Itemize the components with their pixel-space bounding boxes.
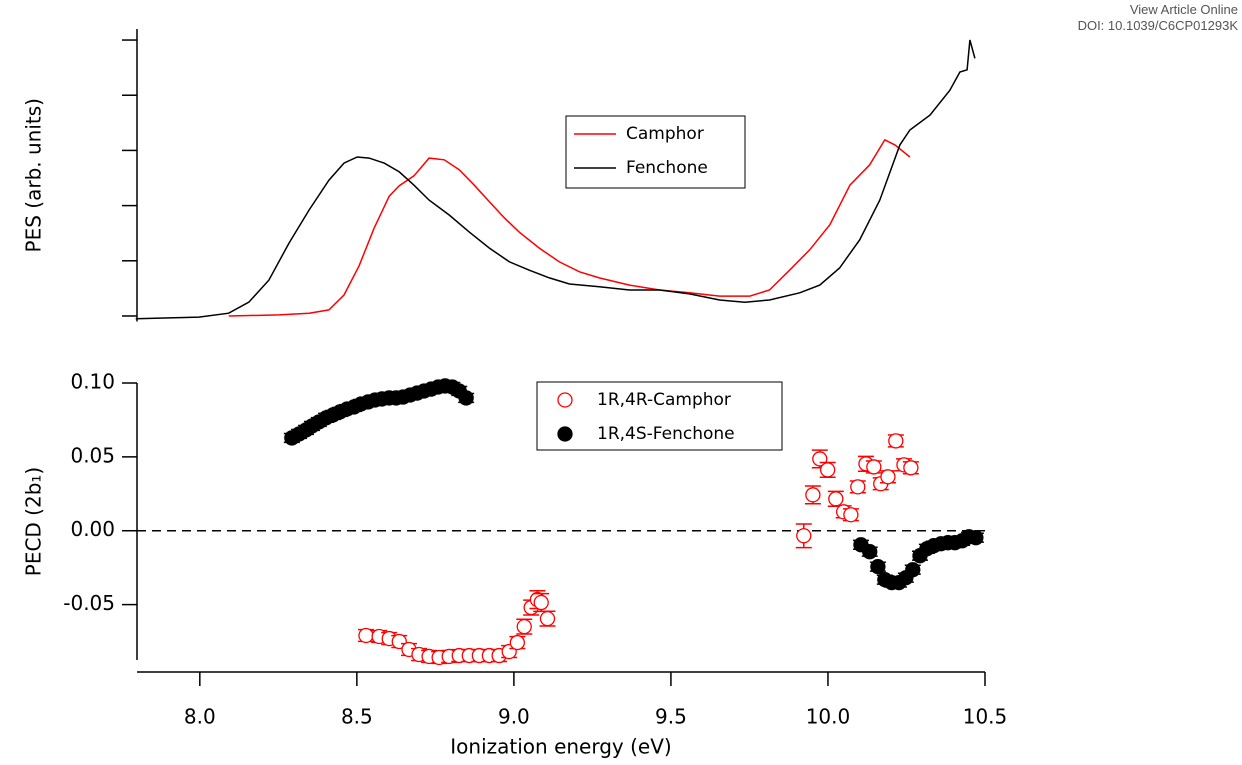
- data-point: [850, 479, 866, 495]
- data-point: [458, 390, 474, 406]
- x-tick-label: 8.5: [341, 705, 373, 729]
- x-axis-label: Ionization energy (eV): [450, 735, 671, 759]
- legend-label: 1R,4R-Camphor: [597, 390, 731, 410]
- data-point: [888, 433, 904, 449]
- data-point: [862, 544, 878, 560]
- data-point: [828, 491, 844, 507]
- data-point: [391, 633, 407, 650]
- data-point: [968, 530, 984, 546]
- legend-label: Camphor: [626, 124, 704, 144]
- y-tick-label: -0.05: [63, 591, 115, 615]
- data-point: [539, 610, 556, 627]
- data-point: [905, 562, 921, 578]
- x-tick-label: 10.5: [963, 705, 1008, 729]
- y-tick-label: 0.05: [70, 443, 115, 467]
- data-point: [358, 627, 374, 644]
- data-point: [819, 462, 836, 478]
- legend-label: 1R,4S-Fenchone: [597, 424, 735, 444]
- x-tick-label: 8.0: [184, 705, 216, 729]
- data-point: [796, 528, 812, 544]
- doi: DOI: 10.1039/C6CP01293K: [1077, 18, 1238, 33]
- data-point: [870, 558, 886, 575]
- header: View Article Online DOI: 10.1039/C6CP012…: [1078, 2, 1238, 34]
- data-point: [516, 618, 532, 635]
- data-point: [805, 487, 821, 503]
- data-point: [903, 460, 919, 476]
- y-axis-label: PES (arb. units): [22, 98, 46, 252]
- data-point: [843, 507, 859, 523]
- x-tick-label: 9.0: [498, 705, 530, 729]
- legend-swatch: [557, 392, 573, 408]
- data-point: [866, 459, 882, 475]
- data-point: [533, 594, 549, 611]
- y-axis-label: PECD (2b₁): [22, 467, 46, 576]
- pes-line: [135, 39, 976, 320]
- y-tick-label: 0.00: [70, 517, 115, 541]
- article-link[interactable]: View Article Online: [1129, 2, 1238, 17]
- pes-line: [228, 138, 911, 317]
- x-tick-label: 10.0: [806, 705, 851, 729]
- legend-box: [565, 115, 746, 189]
- y-tick-label: 0.10: [70, 370, 115, 394]
- x-tick-label: 9.5: [655, 705, 687, 729]
- data-point: [509, 634, 525, 651]
- legend-label: Fenchone: [626, 158, 708, 178]
- legend-swatch: [557, 426, 573, 442]
- data-point: [880, 469, 896, 485]
- legend-box: [536, 381, 783, 451]
